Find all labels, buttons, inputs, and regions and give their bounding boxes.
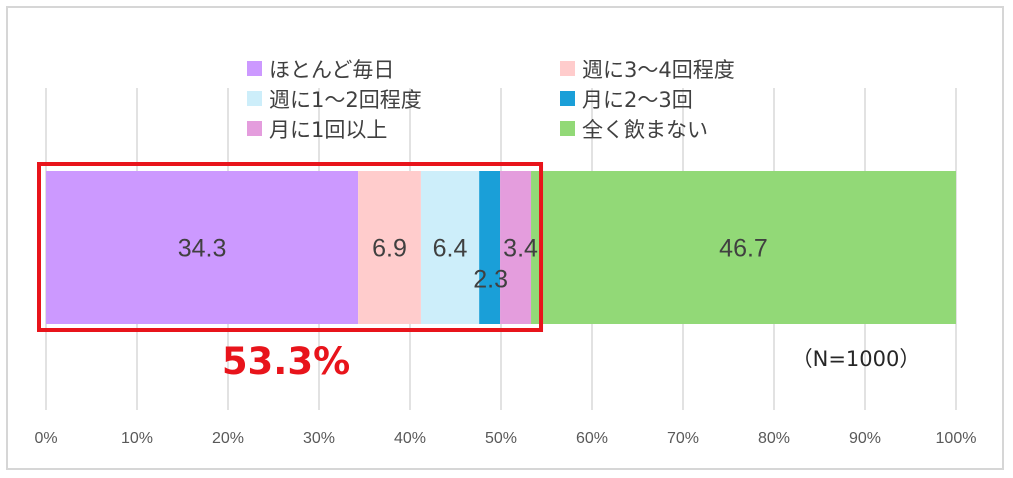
legend-swatch bbox=[560, 121, 575, 136]
x-tick-label: 100% bbox=[936, 430, 977, 447]
sample-size-note: （N=1000） bbox=[792, 347, 921, 371]
legend-label: 全く飲まない bbox=[582, 118, 708, 142]
legend-swatch bbox=[560, 91, 575, 106]
legend-label: 月に2〜3回 bbox=[582, 88, 693, 112]
data-label: 46.7 bbox=[719, 235, 768, 263]
highlight-box bbox=[37, 162, 544, 332]
data-label: 6.9 bbox=[372, 235, 407, 263]
data-label: 3.4 bbox=[503, 235, 538, 263]
data-label: 34.3 bbox=[178, 235, 227, 263]
x-tick-label: 50% bbox=[485, 430, 517, 447]
legend-swatch bbox=[560, 61, 575, 76]
highlight-percentage: 53.3% bbox=[222, 340, 350, 383]
x-tick-label: 90% bbox=[849, 430, 881, 447]
legend-swatch bbox=[247, 61, 262, 76]
legend-label: 月に1回以上 bbox=[269, 118, 387, 142]
legend-label: ほとんど毎日 bbox=[269, 58, 394, 82]
legend-label: 週に3〜4回程度 bbox=[582, 58, 735, 82]
x-tick-label: 10% bbox=[121, 430, 153, 447]
x-axis-ticks: 0% 10% 20% 30% 40% 50% 60% 70% 80% 90% 100% bbox=[34, 430, 976, 447]
legend-swatch bbox=[247, 91, 262, 106]
bar-segment bbox=[479, 171, 501, 324]
bar-segment bbox=[358, 171, 421, 324]
bar-segment bbox=[500, 171, 532, 324]
x-tick-label: 40% bbox=[394, 430, 426, 447]
x-tick-label: 80% bbox=[758, 430, 790, 447]
data-labels: 34.3 6.9 6.42.3 3.4 46.7 bbox=[178, 235, 768, 294]
bar-segment bbox=[46, 171, 359, 324]
x-tick-label: 60% bbox=[576, 430, 608, 447]
x-tick-label: 30% bbox=[303, 430, 335, 447]
bar-segment bbox=[420, 171, 480, 324]
bar-segments bbox=[46, 171, 956, 324]
data-label: 6.4 bbox=[433, 235, 468, 263]
x-tick-label: 70% bbox=[667, 430, 699, 447]
x-tick-label: 20% bbox=[212, 430, 244, 447]
data-label: 2.3 bbox=[473, 266, 508, 294]
bar-segment bbox=[531, 171, 956, 324]
legend-label: 週に1〜2回程度 bbox=[269, 88, 422, 112]
x-tick-label: 0% bbox=[34, 430, 57, 447]
legend-swatch bbox=[247, 121, 262, 136]
